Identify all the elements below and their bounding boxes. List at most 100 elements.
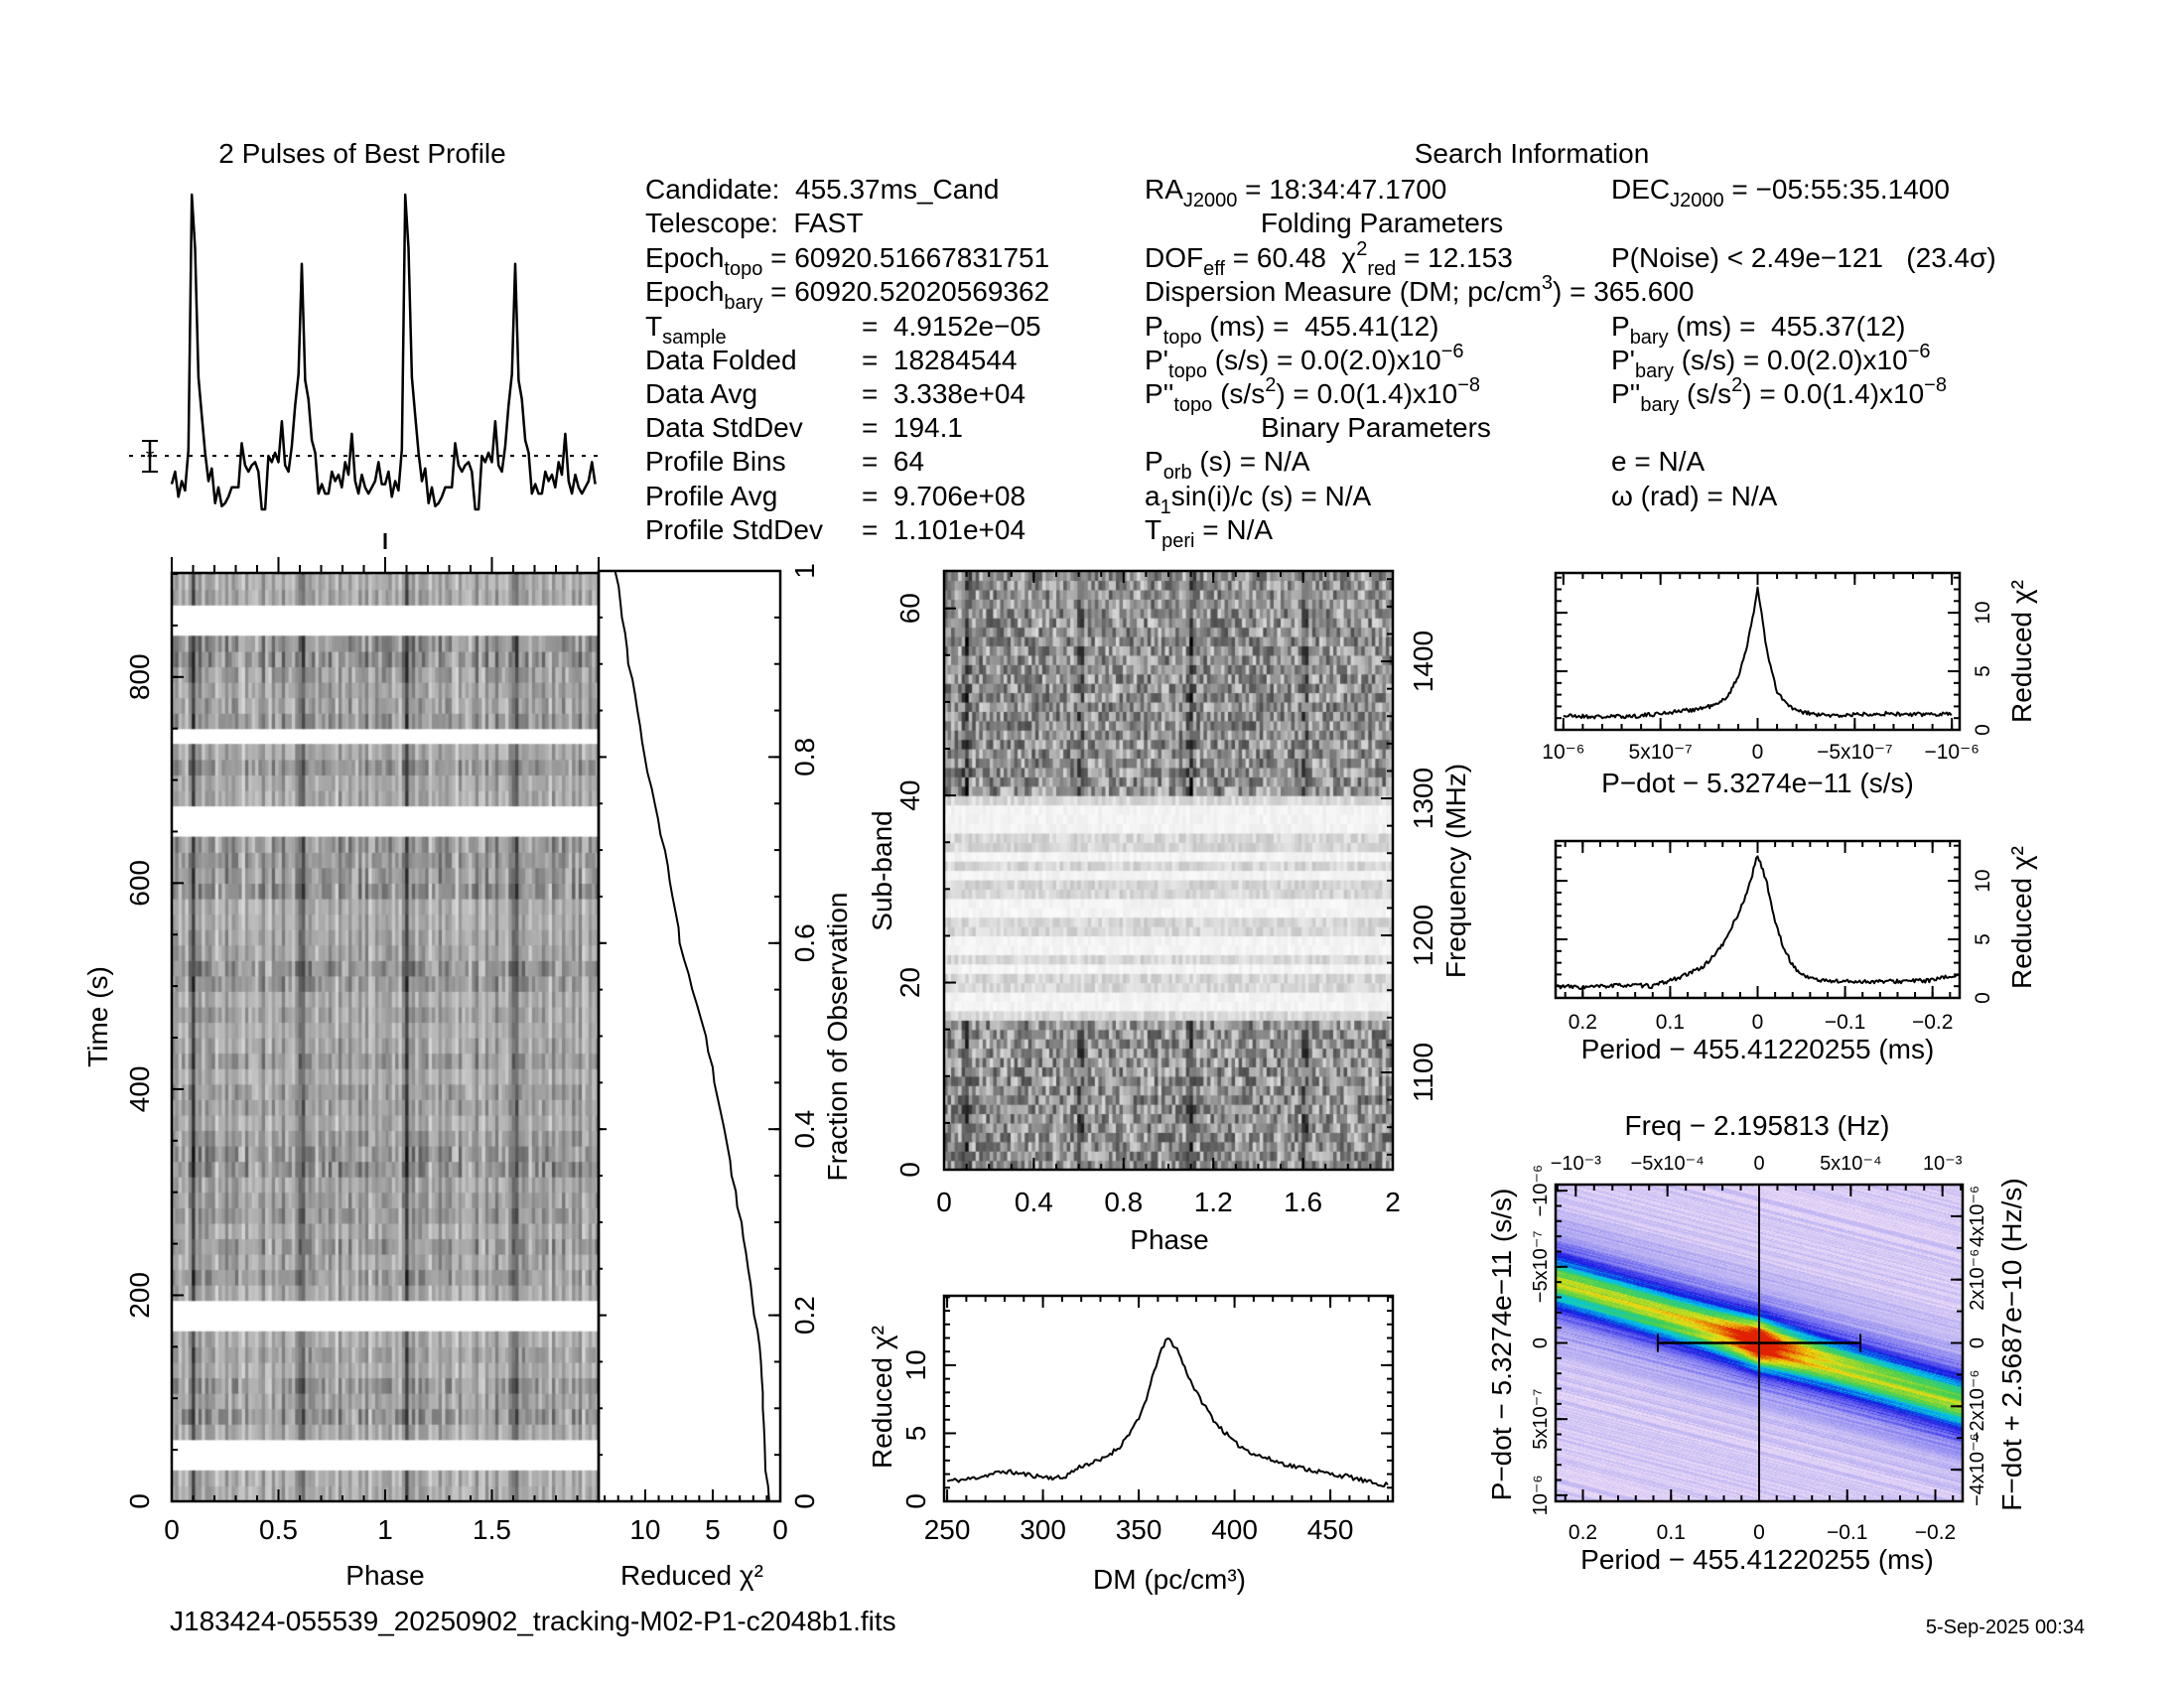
text-segment: P xyxy=(1145,446,1163,477)
info-label: Profile StdDev xyxy=(645,514,823,545)
frequency-axis-label: Frequency (MHz) xyxy=(1440,764,1471,978)
subscript: topo xyxy=(724,258,762,280)
time-phase-ytick-label: 400 xyxy=(124,1066,155,1113)
text-segment: Telescope: FAST xyxy=(645,208,863,238)
time-phase-ylabel: Time (s) xyxy=(82,966,113,1067)
period-chi2-ytick-label: 0 xyxy=(1972,992,1994,1004)
pdot-tick-label: 0 xyxy=(1530,1337,1552,1348)
text-segment: Folding Parameters xyxy=(1261,208,1503,238)
info-item: a1sin(i)/c (s) = N/A xyxy=(1145,481,1371,518)
freq-tick-label: 5x10⁻⁴ xyxy=(1820,1153,1882,1175)
fdot-tick-label: 0 xyxy=(1967,1337,1988,1348)
text-segment: Profile StdDev xyxy=(645,514,823,545)
info-label: Epochtopo = 60920.51667831751 xyxy=(645,242,1049,280)
time-phase-xtick-label: 1.5 xyxy=(473,1514,511,1545)
subscript: bary xyxy=(1630,327,1669,349)
time-phase-xtick-label: 0 xyxy=(164,1514,180,1545)
pdot-chi2-xtick-label: 0 xyxy=(1752,741,1764,764)
chi2-time-ytick-label: 0 xyxy=(789,1493,820,1509)
pdot-chi2-ytick-label: 5 xyxy=(1972,665,1994,677)
subband-frame xyxy=(942,569,1395,1172)
dm-ytick-label: 5 xyxy=(900,1426,931,1442)
superscript: 2 xyxy=(1731,374,1742,396)
text-segment: ) = 365.600 xyxy=(1553,276,1694,307)
subband-xtick-label: 1.2 xyxy=(1194,1187,1233,1217)
dm-xtick-label: 250 xyxy=(924,1514,971,1545)
pdot-chi2-xtick-label: −5x10⁻⁷ xyxy=(1817,741,1892,764)
period-chi2-xtick-label: 0.2 xyxy=(1569,1011,1597,1034)
text-segment: T xyxy=(645,311,662,342)
profile-curve xyxy=(170,193,597,511)
text-segment: Candidate: 455.37ms_Cand xyxy=(645,174,999,205)
frequency-tick-label: 1200 xyxy=(1408,905,1438,966)
frequency-tick-label: 1100 xyxy=(1408,1043,1438,1102)
text-segment: a xyxy=(1145,481,1160,511)
pdot-chi2-frame xyxy=(1554,571,1962,732)
period-chi2-xtick-label: −0.1 xyxy=(1825,1011,1865,1034)
text-segment: (s/s xyxy=(1679,378,1731,409)
pdot-chi2-xlabel: P−dot − 5.3274e−11 (s/s) xyxy=(1601,768,1914,798)
text-segment: = 12.153 xyxy=(1396,242,1513,273)
text-segment: P' xyxy=(1145,345,1168,375)
freq-tick-label: 0 xyxy=(1753,1153,1764,1175)
info-item: Ptopo (ms) = 455.41(12) xyxy=(1145,311,1439,349)
text-segment: (s/s xyxy=(1212,378,1265,409)
subscript: J2000 xyxy=(1670,190,1724,211)
superscript: −8 xyxy=(1457,374,1480,396)
ppdot-ylabel: P−dot − 5.3274e−11 (s/s) xyxy=(1486,1189,1517,1501)
text-segment: e = N/A xyxy=(1611,446,1705,477)
time-phase-heatmap xyxy=(172,573,599,1501)
dm-curve xyxy=(946,1337,1389,1487)
pdot-chi2-ytick-label: 0 xyxy=(1972,724,1994,736)
text-segment: P' xyxy=(1611,345,1635,375)
section-heading: Folding Parameters xyxy=(1261,208,1503,238)
subscript: bary xyxy=(1640,394,1679,416)
text-segment: ) = 0.0(1.4)x10 xyxy=(1742,378,1924,409)
superscript: 2 xyxy=(1356,238,1367,260)
text-segment: P xyxy=(1611,311,1630,342)
period-chi2-xlabel: Period − 455.41220255 (ms) xyxy=(1581,1034,1935,1064)
dm-xtick-label: 350 xyxy=(1116,1514,1162,1545)
subscript: sample xyxy=(662,327,726,349)
ppdot-xtick-label: 0 xyxy=(1753,1521,1765,1544)
chi2-time-ytick-label: 0.6 xyxy=(789,923,820,962)
time-phase-ytick-label: 0 xyxy=(124,1493,155,1509)
chi2-time-xtick-label: 5 xyxy=(705,1514,721,1545)
info-value: = 1.101e+04 xyxy=(862,514,1025,545)
dm-xtick-label: 450 xyxy=(1307,1514,1354,1545)
subscript: eff xyxy=(1203,258,1225,280)
time-phase-ytick-label: 800 xyxy=(124,653,155,700)
chi2-time-xtick-label: 0 xyxy=(772,1514,788,1545)
text-segment: (ms) = 455.41(12) xyxy=(1202,311,1439,342)
period-chi2-ytick-label: 5 xyxy=(1972,933,1994,945)
subscript: topo xyxy=(1163,327,1202,349)
subscript: topo xyxy=(1168,360,1207,382)
info-item: Dispersion Measure (DM; pc/cm3) = 365.60… xyxy=(1145,272,1694,307)
chi2-time-ytick-label: 1 xyxy=(789,563,820,579)
text-segment: P'' xyxy=(1611,378,1640,409)
info-value: = 18284544 xyxy=(862,345,1018,375)
dm-ytick-label: 10 xyxy=(900,1349,931,1380)
freq-tick-label: −5x10⁻⁴ xyxy=(1631,1153,1705,1175)
fdot-axis-label: F−dot + 2.5687e−10 (Hz/s) xyxy=(1996,1178,2027,1510)
ppdot-title: Freq − 2.195813 (Hz) xyxy=(1625,1110,1890,1141)
superscript: 2 xyxy=(1265,374,1276,396)
subband-xtick-label: 0 xyxy=(936,1187,952,1217)
info-item: Pbary (ms) = 455.37(12) xyxy=(1611,311,1905,349)
chi2-time-frame xyxy=(597,569,782,1503)
info-label: Data Folded xyxy=(645,345,797,375)
info-label: Epochbary = 60920.52020569362 xyxy=(645,276,1049,314)
period-chi2-xtick-label: 0 xyxy=(1752,1011,1764,1034)
text-segment: = 60920.51667831751 xyxy=(762,242,1049,273)
section-heading: Binary Parameters xyxy=(1261,412,1491,443)
info-value: = 64 xyxy=(862,446,924,477)
info-label: Data Avg xyxy=(645,378,757,409)
text-segment: P(Noise) < 2.49e−121 (23.4σ) xyxy=(1611,242,1996,273)
subscript: orb xyxy=(1163,462,1192,484)
ppdot-xtick-label: 0.1 xyxy=(1657,1521,1686,1544)
info-label: Profile Avg xyxy=(645,481,777,511)
period-chi2-ytick-label: 10 xyxy=(1972,869,1994,892)
text-segment: Epoch xyxy=(645,242,724,273)
superscript: −6 xyxy=(1908,341,1931,362)
pdot-tick-label: −10⁻⁶ xyxy=(1530,1165,1552,1217)
